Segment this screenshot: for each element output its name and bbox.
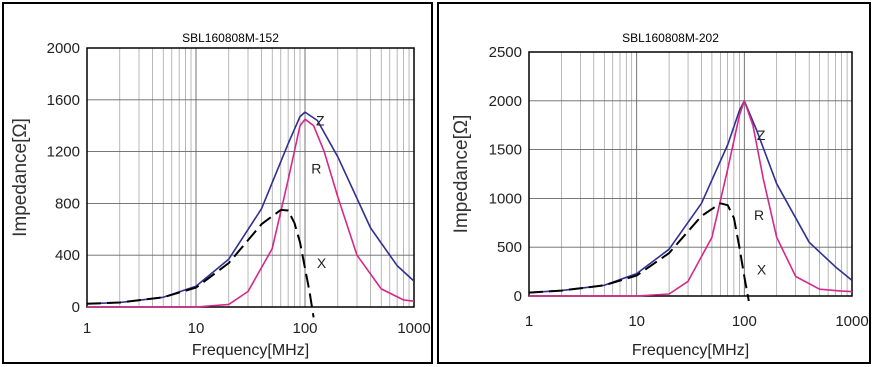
x-grid-lines [119, 48, 410, 307]
x-tick-label: 1 [525, 313, 533, 330]
y-tick-label: 2000 [47, 40, 80, 57]
x-axis-label: Frequency[MHz] [632, 342, 749, 359]
x-tick-label: 100 [732, 313, 757, 330]
curve-label-x: X [317, 255, 327, 271]
y-tick-label: 2000 [489, 93, 522, 110]
chart-title: SBL160808M-152 [182, 31, 279, 45]
curve-label-x: X [757, 262, 767, 278]
impedance-chart-left: 0 400 800 1200 1600 2000 1 10 100 1000 Frequency[M… [10, 31, 431, 359]
x-tick-label: 10 [628, 313, 645, 330]
impedance-chart-right: 0 500 1000 1500 2000 2500 1 10 100 1000 Frequency[… [451, 31, 869, 359]
series-line-z [529, 100, 852, 294]
x-tick-label: 10 [188, 320, 205, 337]
y-grid-lines [529, 51, 852, 297]
y-grid-lines [87, 47, 414, 308]
y-tick-label: 0 [72, 299, 80, 316]
x-tick-label: 1 [83, 320, 91, 337]
curve-label-r: R [754, 207, 764, 223]
series-line-x [87, 208, 315, 318]
y-tick-label: 1600 [47, 92, 80, 109]
y-tick-label: 800 [55, 195, 80, 212]
y-tick-label: 500 [497, 239, 522, 256]
chart-title: SBL160808M-202 [622, 31, 719, 45]
plot-area-frame [528, 51, 853, 297]
y-axis-label: Impedance[Ω] [10, 118, 31, 237]
series-line-z [87, 111, 414, 305]
y-tick-label: 2500 [489, 44, 522, 61]
y-tick-label: 400 [55, 247, 80, 264]
y-tick-label: 1500 [489, 142, 522, 159]
curve-label-z: Z [316, 113, 325, 129]
chart-panel-left: 0 400 800 1200 1600 2000 1 10 100 1000 Frequency[M… [2, 2, 433, 364]
chart-panel-right: 0 500 1000 1500 2000 2500 1 10 100 1000 Frequency[… [437, 2, 871, 364]
x-tick-label: 1000 [397, 320, 430, 337]
y-axis-label: Impedance[Ω] [451, 115, 472, 234]
x-axis-label: Frequency[MHz] [192, 342, 309, 359]
series-line-r [87, 118, 414, 308]
curve-label-r: R [311, 161, 321, 177]
series-line-r [529, 100, 852, 297]
x-tick-label: 1000 [835, 313, 868, 330]
curve-label-z: Z [757, 127, 766, 143]
y-tick-label: 0 [514, 288, 522, 305]
y-tick-label: 1200 [47, 144, 80, 161]
x-grid-lines [561, 52, 848, 296]
plot-area-frame [86, 47, 415, 308]
series-line-x [529, 202, 750, 302]
y-tick-label: 1000 [489, 190, 522, 207]
x-tick-label: 100 [292, 320, 317, 337]
